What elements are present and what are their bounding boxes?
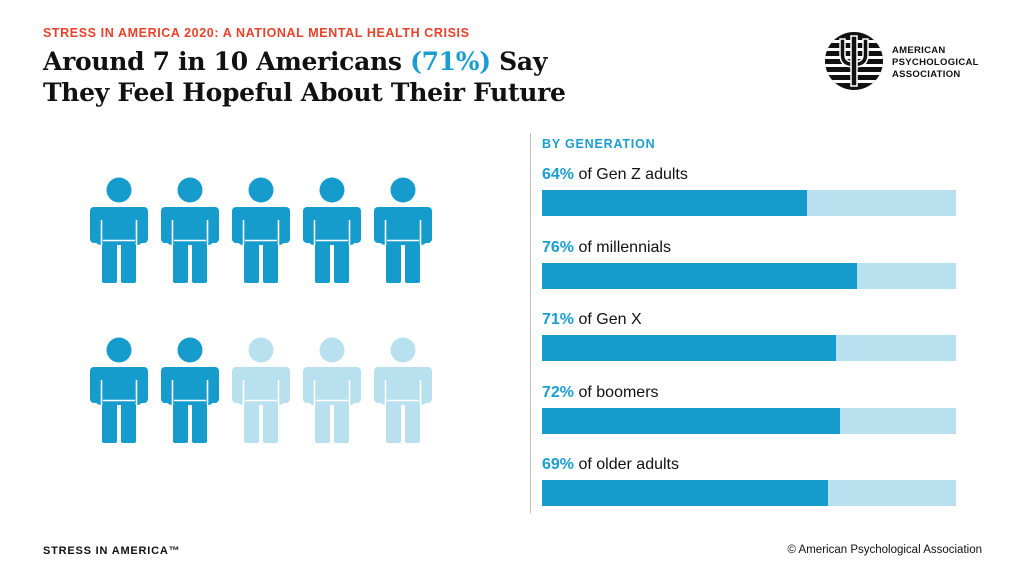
bar <box>542 480 828 506</box>
bar-value-label: 76% <box>542 238 575 256</box>
person-icon <box>303 336 361 444</box>
bar-value-label: 71% <box>542 311 575 328</box>
bar-track <box>542 480 956 506</box>
kicker: STRESS IN AMERICA 2020: A NATIONAL MENTA… <box>43 26 470 40</box>
logo-line3: ASSOCIATION <box>892 69 961 80</box>
bar <box>542 407 841 434</box>
bar-label: 64% of Gen Z adults <box>542 165 956 185</box>
bar-value-label: 72% <box>542 383 575 401</box>
bar-value-label: 69% <box>542 456 575 473</box>
footer-series: STRESS IN AMERICA™ <box>43 545 181 557</box>
person-icon <box>161 176 219 284</box>
bar-row: 72% of boomers <box>542 383 956 434</box>
divider <box>530 133 531 513</box>
bar-label: 71% of Gen X <box>542 310 956 330</box>
apa-logo: AMERICAN PSYCHOLOGICAL ASSOCIATION <box>824 31 994 91</box>
bar-label: 69% of older adults <box>542 455 956 475</box>
logo-line1: AMERICAN <box>892 45 946 56</box>
bar-category-label: of older adults <box>578 456 679 473</box>
headline-part1: Around 7 in 10 Americans <box>43 47 411 76</box>
person-icon <box>374 336 432 444</box>
headline: Around 7 in 10 Americans (71%) Say They … <box>43 46 566 108</box>
psi-symbol-icon <box>825 32 883 90</box>
bar-category-label: of millennials <box>578 238 671 256</box>
headline-accent: (71%) <box>410 47 491 76</box>
bar-category-label: of Gen Z adults <box>578 166 688 183</box>
bar-label: 76% of millennials <box>542 238 956 258</box>
bar-row: 71% of Gen X <box>542 310 956 361</box>
bar-category-label: of boomers <box>578 383 659 401</box>
bar-row: 64% of Gen Z adults <box>542 165 956 216</box>
person-icon <box>90 176 148 284</box>
person-icon <box>90 336 148 444</box>
footer-copyright: © American Psychological Association <box>787 544 982 556</box>
person-icon <box>374 176 432 284</box>
bar <box>542 190 807 216</box>
bar <box>542 335 836 361</box>
bar-category-label: of Gen X <box>578 311 642 328</box>
bar-track <box>542 262 956 289</box>
person-icon <box>232 176 290 284</box>
chart-title: BY GENERATION <box>542 137 656 151</box>
logo-line2: PSYCHOLOGICAL <box>892 57 979 68</box>
bar-row: 69% of older adults <box>542 455 956 506</box>
bar-row: 76% of millennials <box>542 238 956 289</box>
person-icon <box>232 336 290 444</box>
bar-track <box>542 335 956 361</box>
headline-part2: Say <box>490 47 548 76</box>
bar-value-label: 64% <box>542 166 575 183</box>
bar-label: 72% of boomers <box>542 383 956 403</box>
headline-line2: They Feel Hopeful About Their Future <box>43 78 566 107</box>
person-icon <box>161 336 219 444</box>
bar-track <box>542 407 956 434</box>
bar <box>542 262 857 289</box>
person-icon <box>303 176 361 284</box>
bar-track <box>542 190 956 216</box>
